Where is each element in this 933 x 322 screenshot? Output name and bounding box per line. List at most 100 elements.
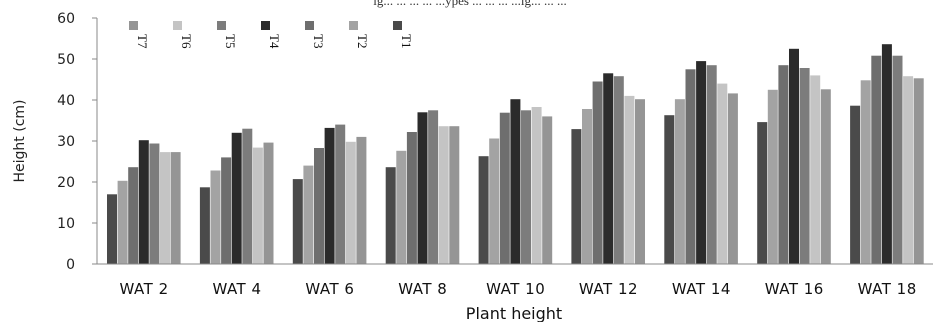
legend-item-t2: T2 <box>349 21 370 48</box>
bar-t4-wat14 <box>696 61 707 264</box>
bar-t4-wat4 <box>231 132 242 264</box>
x-tick-label: WAT 16 <box>765 280 824 298</box>
bar-t5-wat14 <box>706 65 717 264</box>
bar-t4-wat2 <box>138 140 149 264</box>
bar-t7-wat16 <box>820 89 831 264</box>
legend-label: T7 <box>135 34 150 49</box>
bar-t6-wat18 <box>903 76 914 264</box>
x-tick-label: WAT 18 <box>858 280 917 298</box>
legend-label: T2 <box>355 34 370 48</box>
legend-swatch <box>261 21 270 30</box>
legend-item-t6: T6 <box>173 21 194 49</box>
x-tick-label: WAT 14 <box>672 280 731 298</box>
bar-t2-wat14 <box>674 99 685 264</box>
legend-label: T1 <box>399 34 414 48</box>
bar-t1-wat10 <box>478 156 489 264</box>
x-tick-label: WAT 10 <box>486 280 545 298</box>
y-tick-label: 30 <box>57 134 75 150</box>
x-axis: WAT 2 WAT 4 WAT 6 WAT 8 WAT 10 WAT 12 WAT 14 WA… <box>97 263 933 298</box>
legend-item-t4: T4 <box>261 21 282 49</box>
bar-t4-wat10 <box>510 99 521 264</box>
bar-t4-wat6 <box>324 127 335 265</box>
bar-t6-wat2 <box>160 152 170 264</box>
bar-t3-wat10 <box>499 112 510 264</box>
bar-t5-wat10 <box>521 110 531 265</box>
bar-t5-wat2 <box>149 143 160 264</box>
legend-swatch <box>129 21 138 30</box>
x-tick-label: WAT 6 <box>305 280 354 298</box>
bar-t6-wat8 <box>438 126 449 264</box>
bar-t7-wat10 <box>542 116 553 265</box>
bar-t3-wat16 <box>778 65 789 264</box>
bar-t5-wat18 <box>892 55 903 265</box>
legend-swatch <box>305 21 314 30</box>
bar-t1-wat12 <box>571 129 582 264</box>
legend-item-t5: T5 <box>217 21 238 48</box>
bar-t7-wat12 <box>635 99 645 264</box>
bar-t3-wat8 <box>406 132 417 264</box>
y-tick-label: 20 <box>57 175 75 191</box>
bar-t2-wat8 <box>396 150 407 264</box>
bar-t3-wat14 <box>685 69 696 265</box>
legend: T7 T6 T5 T4 T3 T2 T1 <box>129 21 414 49</box>
x-tick-label: WAT 4 <box>212 280 261 298</box>
x-axis-title: Plant height <box>466 304 562 322</box>
bar-t2-wat4 <box>210 170 221 264</box>
bar-t7-wat6 <box>356 136 367 264</box>
bar-t1-wat18 <box>850 105 861 264</box>
legend-item-t3: T3 <box>305 21 326 48</box>
bar-t7-wat18 <box>913 78 924 264</box>
legend-swatch <box>173 21 182 30</box>
bar-t2-wat10 <box>489 138 500 264</box>
y-axis-title: Height (cm) <box>12 100 28 183</box>
bar-t6-wat10 <box>531 107 542 264</box>
bar-t3-wat6 <box>314 148 324 264</box>
legend-label: T3 <box>311 34 326 48</box>
legend-label: T6 <box>179 34 194 49</box>
bar-t2-wat18 <box>860 80 871 264</box>
legend-item-t1: T1 <box>393 21 414 48</box>
chart-caption-fragment: ig... ... ... ... ...ypes ... ... ... ..… <box>373 0 567 8</box>
legend-label: T5 <box>223 34 238 48</box>
y-tick-label: 10 <box>57 216 75 232</box>
bar-t6-wat6 <box>345 141 356 264</box>
bar-t6-wat12 <box>624 95 635 265</box>
y-tick-label: 50 <box>57 52 75 68</box>
bar-t1-wat8 <box>385 167 396 264</box>
bar-t3-wat4 <box>221 157 232 264</box>
bar-t5-wat6 <box>335 124 346 264</box>
y-tick-label: 0 <box>66 257 75 273</box>
x-tick-label: WAT 12 <box>579 280 638 298</box>
y-axis: 0 10 20 30 40 50 60 <box>57 11 98 273</box>
bar-t5-wat4 <box>242 128 253 264</box>
bar-t2-wat6 <box>303 165 314 264</box>
bar-t3-wat18 <box>871 55 882 265</box>
bar-t7-wat2 <box>170 152 181 264</box>
legend-swatch <box>393 21 402 30</box>
legend-item-t7: T7 <box>129 21 150 49</box>
bar-t6-wat4 <box>252 147 263 264</box>
bar-t1-wat6 <box>292 179 303 264</box>
bar-t1-wat4 <box>199 187 210 264</box>
bar-t4-wat18 <box>881 44 892 265</box>
y-tick-label: 40 <box>57 93 75 109</box>
bar-t3-wat2 <box>128 167 139 264</box>
bar-t3-wat12 <box>592 81 603 264</box>
bars <box>107 44 924 265</box>
legend-swatch <box>217 21 226 30</box>
y-tick-label: 60 <box>57 11 75 27</box>
x-tick-label: WAT 8 <box>398 280 447 298</box>
bar-t4-wat12 <box>603 73 614 264</box>
bar-t7-wat14 <box>727 93 738 265</box>
bar-t2-wat12 <box>582 109 592 264</box>
bar-t2-wat16 <box>767 89 778 265</box>
bar-t1-wat2 <box>107 194 117 264</box>
x-tick-label: WAT 2 <box>120 280 169 298</box>
bar-t4-wat16 <box>789 48 799 265</box>
bar-t5-wat8 <box>428 110 439 265</box>
legend-swatch <box>349 21 358 30</box>
bar-t7-wat8 <box>449 126 460 264</box>
bar-t5-wat16 <box>799 68 810 264</box>
bar-t7-wat4 <box>263 142 274 264</box>
